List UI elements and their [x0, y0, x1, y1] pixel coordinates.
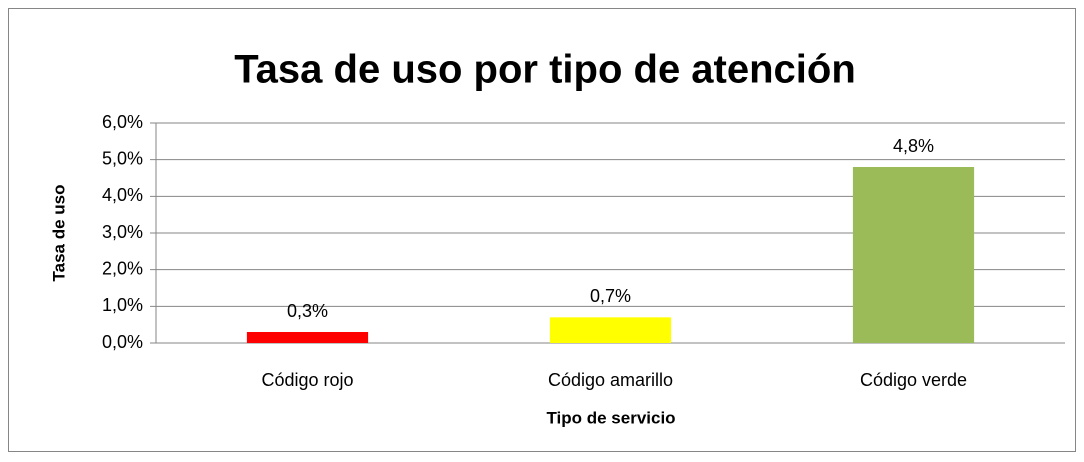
y-tick-label: 5,0% — [102, 148, 143, 168]
y-tick-label: 0,0% — [102, 332, 143, 352]
bar — [852, 167, 975, 343]
x-tick-label: Código rojo — [261, 370, 353, 390]
y-axis-title: Tasa de uso — [49, 185, 68, 282]
x-tick-label: Código amarillo — [548, 370, 673, 390]
y-tick-label: 4,0% — [102, 185, 143, 205]
chart-title: Tasa de uso por tipo de atención — [234, 48, 856, 92]
x-axis-title: Tipo de servicio — [546, 408, 675, 427]
y-tick-label: 1,0% — [102, 295, 143, 315]
y-tick-label: 3,0% — [102, 222, 143, 242]
y-tick-label: 2,0% — [102, 258, 143, 278]
y-tick-label: 6,0% — [102, 112, 143, 132]
bar — [549, 317, 672, 343]
bar — [246, 332, 369, 343]
data-label: 0,3% — [287, 301, 328, 321]
data-label: 4,8% — [893, 136, 934, 156]
data-label: 0,7% — [590, 286, 631, 306]
x-tick-label: Código verde — [860, 370, 967, 390]
